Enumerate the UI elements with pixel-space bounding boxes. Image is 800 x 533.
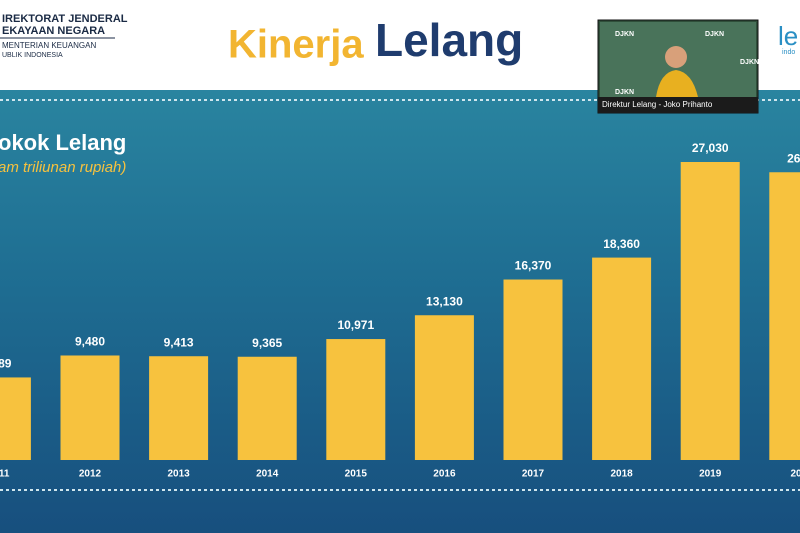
x-tick-label: 2014 (256, 469, 279, 480)
video-logo: DJKN (615, 89, 634, 96)
value-label: 9,480 (75, 335, 105, 349)
org-text: IREKTORAT JENDERAL (2, 13, 128, 25)
chart-subtitle: am triliunan rupiah) (0, 159, 126, 176)
value-label: 9,365 (252, 336, 282, 350)
video-logo: DJKN (615, 31, 634, 38)
org-text: EKAYAAN NEGARA (2, 25, 105, 37)
person-body (656, 70, 698, 97)
x-tick-label: 202 (790, 469, 800, 480)
bar (592, 257, 652, 460)
bar (0, 377, 31, 460)
value-label: 9,413 (164, 335, 194, 349)
caption-bar (598, 97, 758, 113)
video-logo: DJKN (705, 31, 724, 38)
bar (60, 355, 120, 460)
x-tick-label: 2017 (522, 469, 545, 480)
chart-title: okok Lelang (0, 130, 126, 155)
title-word: Lelang (375, 14, 523, 66)
x-tick-label: 2016 (433, 469, 456, 480)
bar (149, 356, 209, 460)
plot: 489 011 9,480 2012 9,413 2013 9,365 2014 10,971 2… (0, 141, 800, 480)
bar (503, 279, 563, 460)
bar (326, 339, 386, 460)
x-tick-label: 2019 (699, 469, 722, 480)
value-label: 489 (0, 357, 12, 371)
video-logo: DJKN (740, 59, 759, 66)
x-tick-label: 2018 (610, 469, 633, 480)
bar (680, 162, 740, 460)
person-head (665, 46, 687, 68)
video-inset: DJKN DJKN DJKN DJKN Direktur Lelang - Jo… (597, 19, 759, 114)
brand: le (778, 21, 798, 51)
bar (414, 315, 474, 460)
bar (237, 356, 297, 460)
bar (769, 172, 800, 460)
title-word: Kinerja (228, 23, 364, 67)
value-label: 10,971 (337, 318, 374, 332)
value-label: 13,130 (426, 294, 463, 308)
x-tick-label: 2015 (345, 469, 368, 480)
x-tick-label: 011 (0, 469, 10, 480)
video-caption: Direktur Lelang - Joko Prihanto (602, 100, 713, 109)
value-label: 18,360 (603, 237, 640, 251)
x-tick-label: 2012 (79, 469, 102, 480)
x-tick-label: 2013 (167, 469, 190, 480)
value-label: 16,370 (515, 259, 552, 273)
value-label: 27,030 (692, 141, 729, 155)
value-label: 26,1 (787, 151, 800, 165)
org-text: UBLIK INDONESIA (2, 52, 63, 59)
brand-sub: indo (782, 49, 795, 56)
org-text: MENTERIAN KEUANGAN (2, 41, 96, 50)
